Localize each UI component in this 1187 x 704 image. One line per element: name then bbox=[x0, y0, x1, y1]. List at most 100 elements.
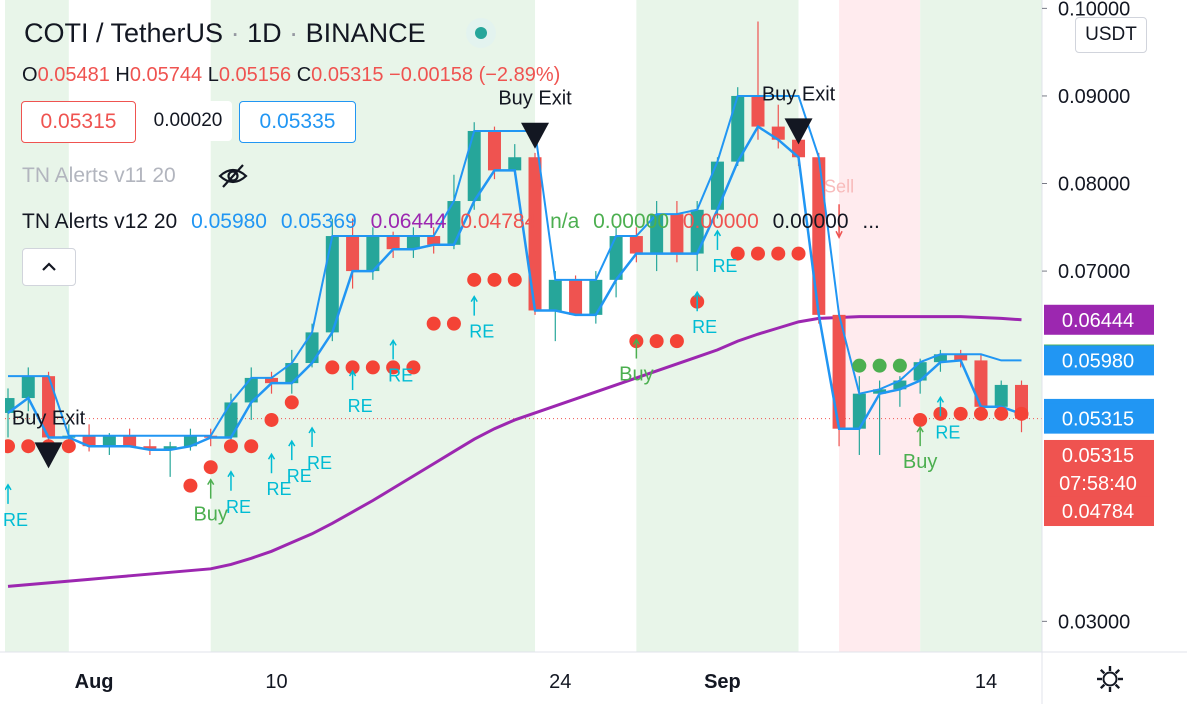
stop-dot-red bbox=[446, 316, 461, 331]
re-label: RE bbox=[287, 466, 312, 486]
stop-dot-red bbox=[487, 272, 502, 287]
currency-button[interactable]: USDT bbox=[1075, 17, 1147, 53]
candle bbox=[933, 354, 947, 363]
indicator-value: 0.00000 bbox=[587, 210, 670, 233]
candle bbox=[589, 279, 603, 315]
candle bbox=[893, 380, 907, 390]
indicator-v11-label[interactable]: TN Alerts v11 20 bbox=[22, 164, 176, 187]
y-tick-label: 0.03000 bbox=[1058, 611, 1130, 633]
candle bbox=[427, 236, 441, 245]
sell-arrow-head bbox=[835, 230, 843, 239]
candle bbox=[5, 398, 15, 413]
stop-dot-red bbox=[406, 360, 421, 375]
stop-dot-red bbox=[284, 395, 299, 410]
re-label: RE bbox=[226, 497, 251, 517]
re-arrow-head bbox=[308, 426, 316, 434]
re-label: RE bbox=[307, 453, 332, 473]
candle bbox=[873, 389, 887, 394]
stop-dot-red bbox=[223, 439, 238, 454]
x-tick-label: Sep bbox=[704, 671, 741, 693]
candle bbox=[690, 209, 704, 254]
price-axis-badge bbox=[1044, 496, 1154, 527]
zone-background bbox=[920, 0, 1042, 652]
re-arrow-head bbox=[267, 452, 276, 460]
zone-background bbox=[5, 0, 69, 652]
indicator-v12-legend[interactable]: TN Alerts v12 20 0.05980 0.05369 0.06444… bbox=[22, 210, 880, 234]
stop-dot-red bbox=[203, 460, 218, 475]
stop-dot-red bbox=[21, 439, 36, 454]
symbol-header[interactable]: COTI / TetherUS · 1D · BINANCE bbox=[24, 18, 426, 49]
stop-dot-red bbox=[913, 412, 928, 427]
re-label: RE bbox=[935, 422, 960, 442]
indicator-value: 0.04784 bbox=[454, 210, 537, 233]
candle bbox=[305, 332, 319, 364]
buy-signal-label: Buy bbox=[619, 364, 653, 386]
re-label: RE bbox=[692, 317, 717, 337]
stop-dot-red bbox=[467, 272, 482, 287]
sell-button[interactable]: 0.05315 bbox=[21, 101, 136, 143]
stop-dot-red bbox=[791, 246, 806, 261]
stop-dot-red bbox=[61, 439, 76, 454]
x-tick-label: 10 bbox=[265, 671, 287, 693]
candle bbox=[346, 236, 360, 272]
candle bbox=[812, 157, 826, 315]
x-tick-label: Aug bbox=[75, 671, 114, 693]
stop-dot-red bbox=[973, 406, 988, 421]
indicator-v12-label: TN Alerts v12 20 bbox=[22, 210, 178, 233]
candle bbox=[609, 236, 623, 280]
price-axis-badge-label: 0.04784 bbox=[1062, 501, 1134, 523]
stop-dot-red bbox=[771, 246, 786, 261]
price-axis-badge-label: 0.05315 bbox=[1062, 445, 1134, 467]
stop-dot-red bbox=[730, 246, 745, 261]
price-axis-badge-label: 0.06444 bbox=[1062, 310, 1134, 332]
indicator-value: 0.00000 bbox=[677, 210, 759, 233]
price-axis-badge bbox=[1044, 403, 1154, 434]
eye-crossed-icon[interactable] bbox=[218, 162, 248, 190]
y-tick-label: 0.10000 bbox=[1058, 0, 1130, 20]
candle bbox=[163, 446, 177, 450]
re-arrow-head bbox=[713, 229, 722, 237]
stop-dot-red bbox=[953, 406, 968, 421]
stop-dot-red bbox=[5, 439, 15, 454]
price-axis-badge bbox=[1044, 439, 1154, 470]
low-value: 0.05156 bbox=[218, 64, 292, 86]
high-value: 0.05744 bbox=[129, 64, 203, 86]
zone-background bbox=[636, 0, 799, 652]
re-arrow-head bbox=[470, 295, 478, 303]
indicator-value: 0.00000 bbox=[766, 210, 849, 233]
chevron-up-icon bbox=[42, 262, 56, 271]
y-tick-label: 0.08000 bbox=[1058, 174, 1130, 196]
buy-exit-label: Buy Exit bbox=[12, 407, 86, 429]
candle bbox=[710, 161, 724, 210]
re-label: RE bbox=[348, 396, 373, 416]
stop-dot-red bbox=[244, 439, 259, 454]
candle bbox=[102, 435, 116, 447]
market-open-status-icon[interactable] bbox=[466, 18, 496, 48]
buy-arrow-head bbox=[916, 425, 924, 433]
collapse-legend-button[interactable] bbox=[22, 248, 76, 286]
gear-icon[interactable] bbox=[1095, 664, 1125, 694]
re-label: RE bbox=[3, 510, 28, 530]
candle bbox=[285, 363, 299, 384]
buy-exit-triangle bbox=[784, 118, 813, 145]
candle bbox=[629, 236, 643, 254]
ohlc-legend: O0.05481 H0.05744 L0.05156 C0.05315 −0.0… bbox=[22, 64, 561, 86]
separator: · bbox=[289, 18, 299, 48]
buy-button[interactable]: 0.05335 bbox=[239, 101, 356, 143]
candle bbox=[528, 157, 542, 311]
x-tick-label: 14 bbox=[975, 671, 997, 693]
stop-dot-green bbox=[852, 358, 867, 373]
open-value: 0.05481 bbox=[37, 64, 110, 86]
ma-line bbox=[7, 315, 1022, 588]
stop-dot-red bbox=[750, 246, 765, 261]
candle bbox=[244, 377, 258, 403]
stop-dot-red bbox=[1014, 406, 1029, 421]
price-axis-badge-label: 0.05315 bbox=[1062, 409, 1134, 431]
re-label: RE bbox=[712, 256, 737, 276]
interval: 1D bbox=[247, 18, 282, 48]
candle bbox=[143, 446, 157, 450]
candle bbox=[974, 360, 988, 407]
candle bbox=[224, 402, 238, 438]
candle bbox=[954, 354, 968, 361]
